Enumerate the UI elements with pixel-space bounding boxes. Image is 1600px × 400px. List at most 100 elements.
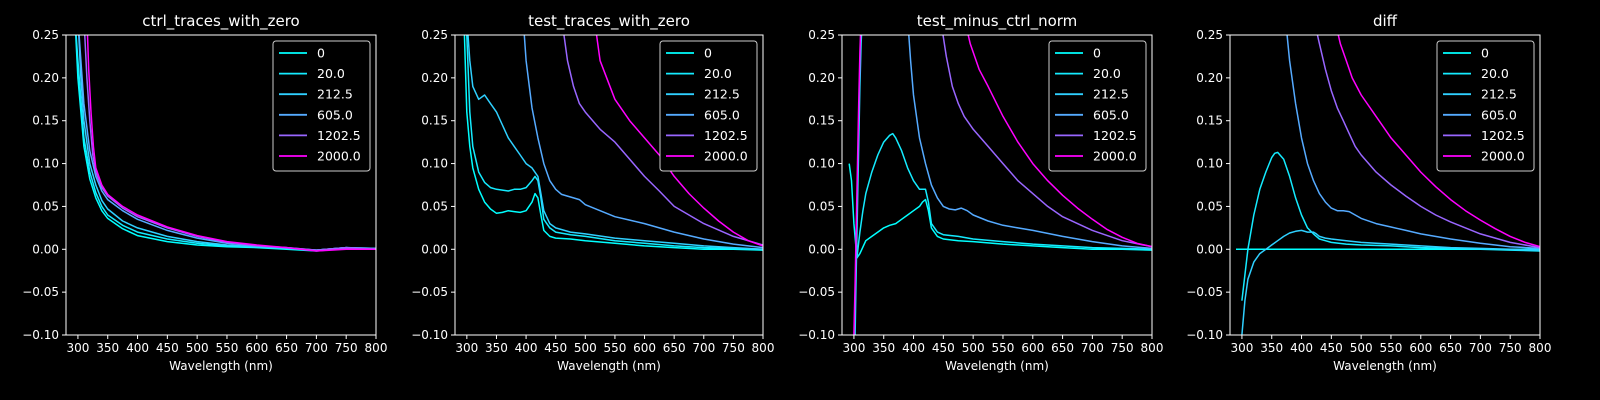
chart-title: test_traces_with_zero [528,12,690,31]
series-line-1202-5 [942,35,1152,248]
y-tick-label: 0.00 [421,242,448,256]
x-tick-label: 300 [455,341,478,355]
x-tick-label: 600 [245,341,268,355]
y-tick-label: 0.25 [808,28,835,42]
y-tick-label: 0.20 [32,71,59,85]
x-tick-label: 750 [1499,341,1522,355]
x-tick-label: 650 [1439,341,1462,355]
x-tick-label: 800 [365,341,388,355]
legend: 0 20.0 212.5 605.0 1202.5 2000.0 [1048,40,1147,172]
x-tick-label: 550 [603,341,626,355]
chart-title: test_minus_ctrl_norm [917,12,1078,31]
y-tick-label: 0.15 [32,114,59,128]
legend-label: 605.0 [704,107,740,122]
x-axis-label: Wavelength (nm) [945,359,1049,373]
y-tick-label: −0.05 [1186,285,1223,299]
y-tick-label: 0.10 [1196,157,1223,171]
legend-label: 212.5 [1481,87,1517,102]
series-line-605-0 [1286,35,1540,250]
x-tick-label: 500 [186,341,209,355]
x-tick-label: 650 [663,341,686,355]
legend-label: 2000.0 [1481,149,1525,164]
x-tick-label: 400 [515,341,538,355]
legend-label: 20.0 [317,66,345,81]
series-line-212-5 [854,35,863,335]
chart-3: test_minus_ctrl_norm 300 350 400 450 500 550 60… [798,12,1163,373]
chart-1: ctrl_traces_with_zero 300 350 400 450 500 550 6… [22,12,387,373]
series-line-1202-5 [563,35,763,246]
series-line-0 [463,35,763,251]
axes-frame [841,34,1153,336]
x-axis-label: Wavelength (nm) [1333,359,1437,373]
x-tick-label: 550 [216,341,239,355]
y-tick-label: 0.25 [32,28,59,42]
x-tick-label: 700 [1469,341,1492,355]
chart-title: diff [1373,12,1398,30]
x-tick-label: 600 [633,341,656,355]
x-tick-label: 400 [126,341,149,355]
x-tick-label: 350 [872,341,895,355]
x-tick-label: 700 [1081,341,1104,355]
legend-label: 0 [704,46,712,61]
chart-2: test_traces_with_zero 300 350 400 450 500 550 6… [411,12,774,373]
series-line-20-0 [466,35,763,251]
series-line-2000-0 [86,35,376,252]
legend-label: 1202.5 [1093,128,1137,143]
y-tick-label: 0.15 [421,114,448,128]
x-tick-label: 450 [544,341,567,355]
y-tick-label: 0.15 [808,114,835,128]
series-line-1202-5 [1316,35,1540,249]
x-tick-label: 400 [1290,341,1313,355]
y-tick-label: −0.10 [411,328,448,342]
x-tick-label: 750 [335,341,358,355]
legend-label: 20.0 [704,66,732,81]
legend-label: 2000.0 [317,149,361,164]
axes-frame [454,34,764,336]
series-line-20-0 [856,132,1152,258]
y-tick-label: 0.25 [421,28,448,42]
legend-label: 0 [317,46,325,61]
y-tick-label: 0.05 [32,199,59,213]
axes-frame [1229,34,1541,336]
y-tick-label: 0.05 [1196,199,1223,213]
y-tick-label: 0.00 [1196,242,1223,256]
x-tick-label: 550 [992,341,1015,355]
legend-label: 212.5 [317,87,353,102]
legend-label: 1202.5 [704,128,748,143]
legend-label: 605.0 [1481,107,1517,122]
legend: 0 20.0 212.5 605.0 1202.5 2000.0 [272,40,371,172]
x-tick-label: 300 [842,341,865,355]
y-tick-label: 0.10 [421,157,448,171]
chart-title: ctrl_traces_with_zero [142,12,299,31]
y-tick-label: 0.20 [1196,71,1223,85]
x-tick-label: 500 [574,341,597,355]
legend-label: 1202.5 [1481,128,1525,143]
x-tick-label: 700 [692,341,715,355]
legend-label: 20.0 [1093,66,1121,81]
x-tick-label: 550 [1380,341,1403,355]
series-line-212-5 [1241,229,1540,335]
x-axis-label: Wavelength (nm) [169,359,273,373]
series-group [463,35,763,251]
series-line-2000-0 [595,35,763,247]
series-line-0 [848,163,1152,259]
y-tick-label: 0.10 [808,157,835,171]
series-line-2000-0 [967,35,1152,248]
x-tick-label: 300 [66,341,89,355]
legend-label: 2000.0 [704,149,748,164]
x-tick-label: 500 [962,341,985,355]
legend-label: 212.5 [704,87,740,102]
y-tick-label: 0.05 [808,199,835,213]
y-tick-label: 0.20 [808,71,835,85]
x-tick-label: 750 [1111,341,1134,355]
x-axis-label: Wavelength (nm) [557,359,661,373]
series-group [1236,35,1540,335]
x-tick-label: 500 [1350,341,1373,355]
y-tick-label: −0.05 [22,285,59,299]
axes-frame [65,34,377,336]
x-tick-label: 400 [902,341,925,355]
legend: 0 20.0 212.5 605.0 1202.5 2000.0 [1436,40,1535,172]
series-group [848,35,1152,335]
series-line-2000-0 [1337,35,1540,248]
